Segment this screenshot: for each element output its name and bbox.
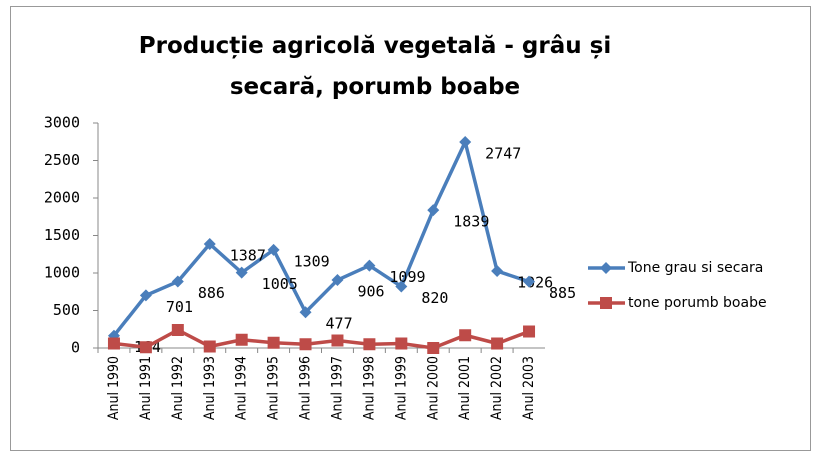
x-tick-label: Anul 1995 [266,356,282,420]
legend-label: tone porumb boabe [628,295,767,311]
data-point [203,340,216,353]
data-point [491,337,504,350]
data-label: 1099 [389,268,425,286]
data-point [459,135,472,148]
data-point [203,237,216,250]
data-label: 1309 [294,252,330,270]
data-point [523,275,536,288]
x-tick-label: Anul 2003 [521,356,537,420]
series-line [112,136,530,337]
data-label: 1026 [517,274,553,292]
data-point [491,265,504,278]
x-tick-label: Anul 1997 [329,356,345,420]
series [107,324,536,354]
x-tick-label: Anul 1990 [106,356,122,420]
x-tick-label: Anul 1998 [361,356,377,420]
data-point [139,289,152,302]
data-label: 2747 [485,144,521,162]
x-tick-label: Anul 2001 [457,356,473,420]
x-tick-label: Anul 2002 [489,356,505,420]
data-point [363,259,376,272]
x-tick-label: Anul 1991 [138,356,154,420]
x-tick-label: Anul 1993 [202,356,218,420]
data-point [171,275,184,288]
data-point [235,333,248,346]
data-point [139,341,152,354]
data-point [427,342,440,354]
data-point [299,306,312,319]
data-point [459,329,472,342]
y-tick-label: 500 [53,301,80,319]
series: 1647018861387100513094779061099820183927… [107,135,576,356]
data-label: 477 [326,315,353,333]
data-label: 820 [421,289,448,307]
x-tick-label: Anul 2000 [425,356,441,420]
data-point [395,337,408,350]
x-tick-label: Anul 1994 [234,356,250,420]
data-point [267,336,280,349]
data-point [600,262,612,274]
y-tick-label: 1500 [44,226,80,244]
data-point [427,204,440,217]
data-point [171,324,184,336]
data-point [395,280,408,293]
y-tick-label: 2000 [44,189,80,207]
x-tick-label: Anul 1996 [298,356,314,420]
y-tick-label: 2500 [44,151,80,169]
data-label: 1839 [453,213,489,231]
data-point [267,243,280,256]
data-label: 906 [357,283,384,301]
data-label: 1387 [230,246,266,264]
y-tick-label: 1000 [44,264,80,282]
data-label: 886 [198,284,225,302]
chart-title: Producție agricolă vegetală - grâu și se… [138,33,612,100]
data-label: 701 [166,298,193,316]
legend-label: Tone grau si secara [627,260,763,276]
y-tick-label: 3000 [44,114,80,132]
data-label: 885 [549,284,576,302]
data-point [600,297,612,309]
data-point [299,338,312,351]
data-point [107,337,120,350]
data-point [331,274,344,287]
data-label: 1005 [262,275,298,293]
y-tick-label: 0 [71,339,80,357]
x-tick-label: Anul 1992 [170,356,186,420]
x-tick-label: Anul 1999 [393,356,409,420]
data-point [523,325,536,338]
data-point [331,334,344,347]
data-point [235,266,248,279]
data-point [363,338,376,351]
chart-border [10,6,811,451]
